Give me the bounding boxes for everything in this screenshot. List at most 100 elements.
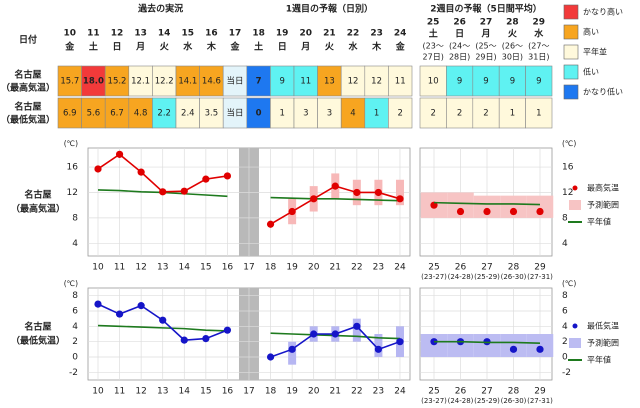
date-day: 14 bbox=[158, 29, 171, 39]
point bbox=[202, 335, 210, 343]
point bbox=[115, 150, 124, 158]
legend-swatch bbox=[563, 4, 579, 20]
cell-value: 11 bbox=[395, 77, 406, 87]
point bbox=[94, 165, 102, 173]
x-sub-label: (23-27) bbox=[421, 397, 447, 405]
x-tick-label: 19 bbox=[286, 387, 298, 397]
range-bar bbox=[500, 195, 527, 218]
date-day: 18 bbox=[252, 29, 265, 39]
date-range: 31日) bbox=[528, 53, 549, 62]
x-sub-label: (24-28) bbox=[448, 397, 474, 405]
point bbox=[159, 316, 167, 324]
y-tick-label: 4 bbox=[562, 322, 568, 332]
date-range: 27日) bbox=[423, 53, 444, 62]
table-cell bbox=[498, 97, 526, 129]
point bbox=[353, 188, 361, 197]
y-tick-label: 2 bbox=[72, 337, 78, 347]
x-tick-label: 23 bbox=[373, 387, 384, 397]
table-cell bbox=[525, 97, 553, 129]
x-tick-label: 24 bbox=[394, 387, 406, 397]
range-bar bbox=[500, 334, 527, 357]
cell-value: 14.1 bbox=[178, 77, 197, 87]
date-weekday: 土 bbox=[429, 28, 438, 40]
point bbox=[180, 336, 188, 344]
date-day: 15 bbox=[182, 29, 195, 39]
date-day: 10 bbox=[64, 29, 77, 39]
x-tick-label: 14 bbox=[179, 263, 191, 273]
y-tick-label: 0 bbox=[72, 353, 78, 363]
x-tick-label: 29 bbox=[534, 263, 546, 273]
x-tick-label: 20 bbox=[308, 263, 320, 273]
y-unit: (℃) bbox=[64, 279, 78, 288]
date-weekday: 木 bbox=[371, 41, 382, 53]
x-tick-label: 22 bbox=[351, 263, 362, 273]
range-bar bbox=[420, 334, 448, 357]
table-cell bbox=[525, 65, 553, 97]
x-tick-label: 29 bbox=[534, 387, 546, 397]
date-weekday: 水 bbox=[183, 41, 193, 53]
y-unit: (℃) bbox=[64, 139, 78, 148]
range-bar bbox=[473, 334, 501, 357]
legend-label: かなり低い bbox=[583, 87, 623, 97]
legend-swatch bbox=[563, 44, 579, 60]
x-tick-label: 17 bbox=[243, 387, 254, 397]
y-tick-label: 4 bbox=[72, 239, 78, 249]
cell-value: 15.2 bbox=[108, 77, 127, 87]
cell-value: 3 bbox=[327, 109, 332, 119]
cell-value: 13 bbox=[324, 77, 335, 87]
x-sub-label: (27-31) bbox=[527, 273, 553, 281]
y-tick-label: 4 bbox=[562, 239, 568, 249]
cell-value: 6.7 bbox=[110, 109, 124, 119]
cell-value: 9 bbox=[279, 77, 284, 87]
date-day: 26 bbox=[453, 18, 466, 28]
y-tick-label: 8 bbox=[562, 291, 568, 301]
date-day: 27 bbox=[480, 18, 493, 28]
x-tick-label: 11 bbox=[114, 263, 125, 273]
x-tick-label: 19 bbox=[286, 263, 298, 273]
table-cell bbox=[472, 65, 500, 97]
y-tick-label: 6 bbox=[72, 307, 78, 317]
date-day: 16 bbox=[205, 29, 218, 39]
cell-value: 9 bbox=[536, 77, 541, 87]
y-tick-label: 2 bbox=[562, 337, 568, 347]
x-tick-label: 10 bbox=[92, 263, 104, 273]
point bbox=[396, 338, 404, 346]
x-tick-label: 18 bbox=[265, 387, 277, 397]
table-cell bbox=[388, 97, 413, 129]
chart: 4 8 12 16 (℃) 10 11 12 13 14 15 16 17 18 19 20 21 22 23 24 名… bbox=[11, 139, 411, 273]
legend-label: 平年値 bbox=[587, 355, 611, 365]
point bbox=[396, 195, 404, 203]
y-tick-label: 12 bbox=[562, 188, 573, 198]
date-weekday: 火 bbox=[508, 29, 518, 40]
point bbox=[202, 175, 210, 183]
group-header: 過去の実況 bbox=[137, 3, 183, 15]
point bbox=[159, 188, 167, 196]
point bbox=[509, 207, 518, 216]
date-range: 29日) bbox=[475, 53, 496, 62]
point bbox=[536, 207, 544, 216]
legend-label: 平年並 bbox=[583, 47, 607, 57]
point bbox=[331, 330, 339, 338]
chart: -202468(℃)25(23-27)26(24-28)27(25-29)28(… bbox=[419, 279, 619, 405]
point bbox=[456, 207, 465, 216]
date-weekday: 金 bbox=[229, 41, 240, 53]
row-name: 名古屋 bbox=[14, 69, 41, 81]
group-header: 1週目の予報（日別） bbox=[286, 3, 373, 15]
point bbox=[266, 353, 275, 361]
date-weekday: 木 bbox=[206, 41, 217, 53]
cell-value: 12 bbox=[348, 77, 359, 87]
legend-swatch bbox=[563, 84, 579, 100]
group-header: 2週目の予報（5日間平均） bbox=[430, 3, 542, 15]
date-day: 19 bbox=[276, 29, 289, 39]
range-bar bbox=[374, 334, 383, 357]
x-tick-label: 26 bbox=[455, 387, 467, 397]
series-line bbox=[433, 201, 541, 206]
point bbox=[483, 207, 491, 216]
x-tick-label: 25 bbox=[428, 387, 439, 397]
y-tick-label: 12 bbox=[67, 188, 78, 198]
legend-swatch bbox=[563, 64, 579, 80]
date-weekday: 金 bbox=[395, 41, 406, 53]
y-unit: (℃) bbox=[562, 279, 576, 288]
cell-value: 11 bbox=[300, 77, 311, 87]
